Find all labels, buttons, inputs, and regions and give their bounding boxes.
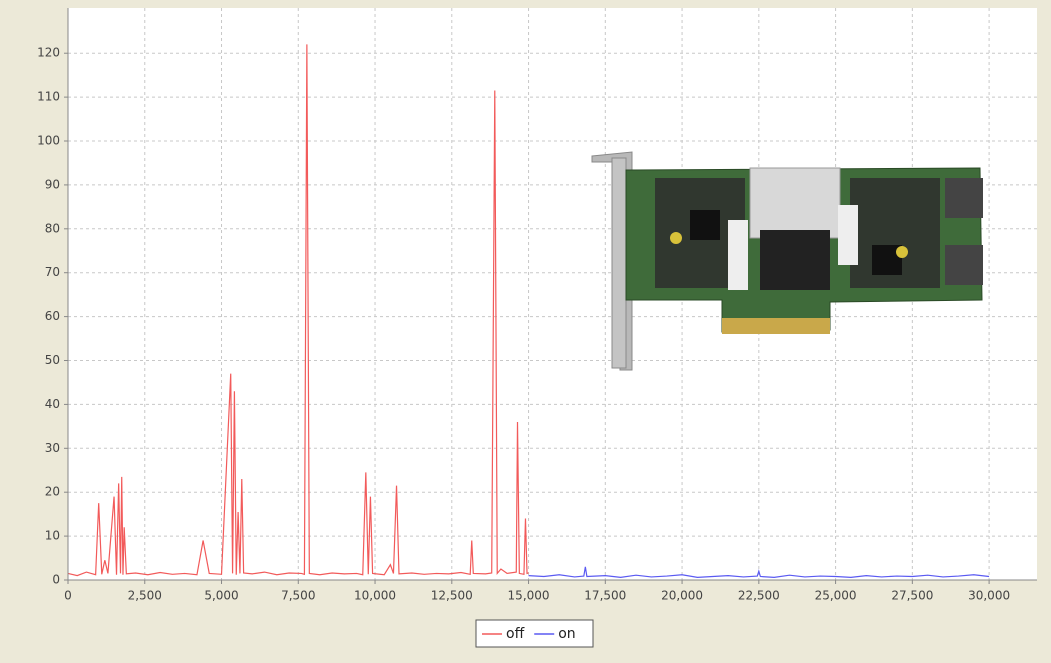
x-tick-label: 30,000 xyxy=(968,589,1010,603)
y-tick-label: 80 xyxy=(45,221,60,235)
chart: off on 0 10 20 30 40 50 60 70 80 90 100 110 120 0 2,500… xyxy=(0,0,1051,663)
page: {"chart_data":{"type":"line","grid":true… xyxy=(0,0,1051,663)
y-tick-label: 50 xyxy=(45,353,60,367)
legend-label: off xyxy=(506,626,525,642)
x-tick-label: 12,500 xyxy=(431,589,473,603)
y-tick-label: 120 xyxy=(37,46,60,60)
x-tick-label: 22,500 xyxy=(738,589,780,603)
x-tick-label: 27,500 xyxy=(891,589,933,603)
x-tick-label: 7,500 xyxy=(281,589,315,603)
legend-label: on xyxy=(558,626,575,642)
x-tick-label: 2,500 xyxy=(128,589,162,603)
x-tick-label: 25,000 xyxy=(815,589,857,603)
y-tick-label: 60 xyxy=(45,309,60,323)
y-tick-label: 0 xyxy=(52,573,60,587)
y-tick-label: 20 xyxy=(45,485,60,499)
y-tick-label: 110 xyxy=(37,90,60,104)
x-tick-label: 0 xyxy=(64,589,72,603)
y-tick-label: 40 xyxy=(45,397,60,411)
legend: off on xyxy=(476,620,593,647)
x-tick-label: 10,000 xyxy=(354,589,396,603)
y-tick-label: 10 xyxy=(45,529,60,543)
y-tick-label: 100 xyxy=(37,134,60,148)
x-tick-label: 17,500 xyxy=(584,589,626,603)
y-tick-label: 90 xyxy=(45,177,60,191)
y-tick-label: 30 xyxy=(45,441,60,455)
y-tick-label: 70 xyxy=(45,265,60,279)
x-tick-label: 15,000 xyxy=(508,589,550,603)
x-tick-label: 5,000 xyxy=(204,589,238,603)
x-tick-label: 20,000 xyxy=(661,589,703,603)
